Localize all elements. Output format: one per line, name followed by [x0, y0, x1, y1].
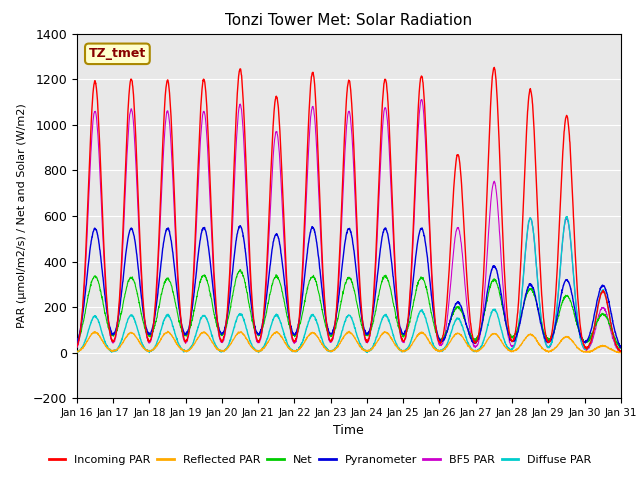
X-axis label: Time: Time — [333, 424, 364, 437]
Text: TZ_tmet: TZ_tmet — [89, 48, 146, 60]
Legend: Incoming PAR, Reflected PAR, Net, Pyranometer, BF5 PAR, Diffuse PAR: Incoming PAR, Reflected PAR, Net, Pyrano… — [44, 451, 596, 469]
Title: Tonzi Tower Met: Solar Radiation: Tonzi Tower Met: Solar Radiation — [225, 13, 472, 28]
Y-axis label: PAR (μmol/m2/s) / Net and Solar (W/m2): PAR (μmol/m2/s) / Net and Solar (W/m2) — [17, 104, 27, 328]
